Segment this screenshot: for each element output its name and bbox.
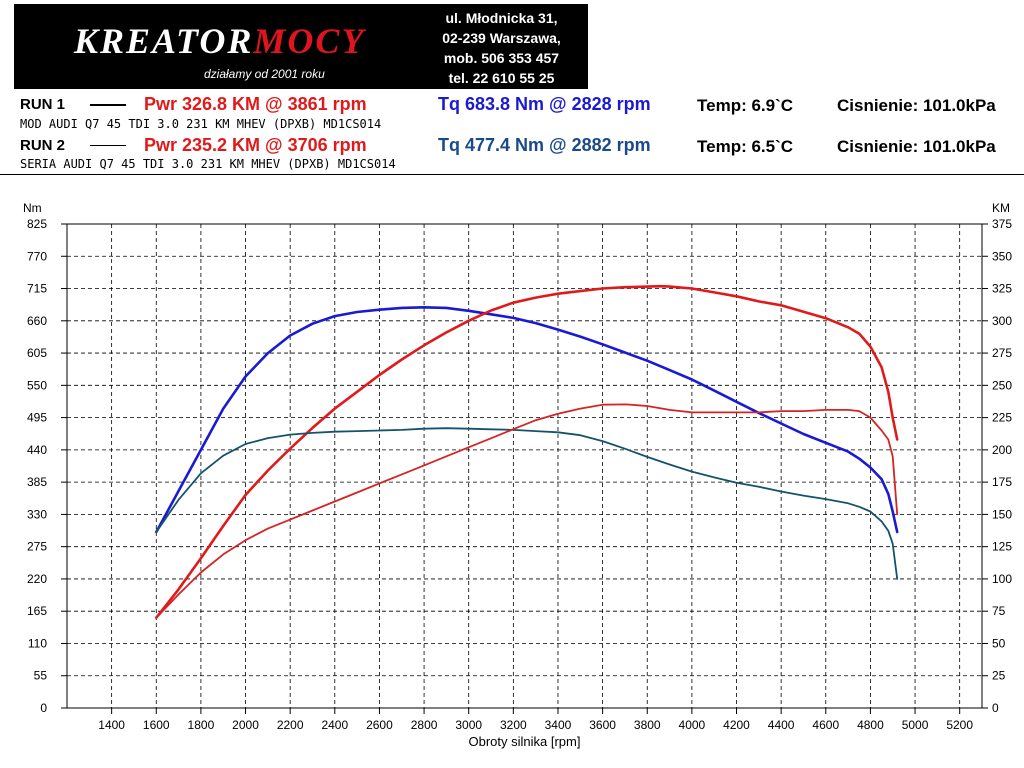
y-right-tick-label: 100: [992, 572, 1012, 586]
x-tick-label: 1800: [188, 718, 215, 732]
chart-series: [155, 284, 899, 620]
logo-tagline: działamy od 2001 roku: [204, 67, 325, 81]
y-right-tick-label: 225: [992, 411, 1012, 425]
y-left-tick-label: 55: [34, 669, 48, 683]
contact-address-city: 02-239 Warszawa,: [442, 30, 561, 46]
x-tick-label: 3000: [455, 718, 482, 732]
x-tick-label: 3600: [589, 718, 616, 732]
y-left-tick-label: 0: [40, 701, 47, 715]
run2-label: RUN 2: [20, 137, 66, 154]
run2-power-peak: Pwr 235.2 KM @ 3706 rpm: [144, 135, 367, 155]
x-tick-label: 4800: [857, 718, 884, 732]
y-right-tick-label: 50: [992, 636, 1006, 650]
x-tick-label: 1400: [98, 718, 125, 732]
y-left-tick-label: 220: [27, 572, 47, 586]
contact-block: ul. Młodnicka 31, 02-239 Warszawa, mob. …: [419, 8, 584, 88]
x-tick-label: 2600: [366, 718, 393, 732]
run2-torque-peak: Tq 477.4 Nm @ 2882 rpm: [438, 135, 651, 155]
y-left-tick-label: 110: [28, 636, 47, 650]
x-tick-label: 2400: [321, 718, 348, 732]
x-tick-label: 4000: [679, 718, 706, 732]
y-right-tick-label: 175: [992, 475, 1012, 489]
run1-description: MOD AUDI Q7 45 TDI 3.0 231 KM MHEV (DPXB…: [20, 117, 382, 131]
x-tick-label: 3200: [500, 718, 527, 732]
x-tick-label: 2200: [277, 718, 304, 732]
y-left-tick-label: 385: [27, 475, 47, 489]
y-right-tick-label: 0: [992, 701, 999, 715]
y-right-tick-label: 325: [992, 282, 1012, 296]
y-left-tick-label: 495: [27, 411, 47, 425]
x-tick-label: 2000: [232, 718, 259, 732]
y-left-tick-label: 825: [27, 217, 47, 231]
x-tick-label: 1600: [143, 718, 170, 732]
y-right-tick-label: 300: [992, 314, 1012, 328]
x-tick-label: 5000: [902, 718, 929, 732]
x-axis-title: Obroty silnika [rpm]: [469, 734, 581, 749]
x-tick-label: 4200: [723, 718, 750, 732]
run2-legend-line: [90, 145, 126, 146]
run1-temperature: Temp: 6.9`C: [697, 96, 794, 115]
chart-grid: [67, 224, 982, 708]
run2-temperature: Temp: 6.5`C: [697, 137, 794, 156]
plot-frame: [66, 223, 983, 709]
run2-pressure: Cisnienie: 101.0kPa: [837, 137, 996, 156]
y-left-tick-label: 440: [27, 443, 47, 457]
y-right-tick-label: 375: [992, 217, 1012, 231]
y-left-tick-label: 605: [27, 346, 47, 360]
y-left-axis-title: Nm: [23, 201, 42, 215]
logo-name-red: MOCY: [253, 21, 366, 61]
run1-pressure: Cisnienie: 101.0kPa: [837, 96, 996, 115]
company-logo: KREATORMOCY działamy od 2001 roku ul. Mł…: [14, 4, 588, 89]
run1-label: RUN 1: [20, 96, 66, 113]
y-right-tick-label: 125: [992, 540, 1012, 554]
y-left-tick-label: 770: [27, 249, 47, 263]
y-left-tick-label: 330: [27, 507, 47, 521]
header-divider: [0, 174, 1024, 175]
y-right-tick-label: 275: [992, 346, 1012, 360]
y-right-tick-label: 200: [992, 443, 1012, 457]
x-tick-label: 4600: [812, 718, 839, 732]
run1-torque-line: [155, 306, 899, 534]
run1-power-line: [155, 284, 899, 620]
y-left-tick-label: 275: [27, 540, 47, 554]
y-left-tick-label: 550: [27, 378, 47, 392]
chart-labels: 1400 1600 1800 2000 2200 2400 2600 2800 3000 3200…: [23, 201, 1012, 749]
run1-legend-line: [90, 104, 126, 106]
logo-name-white: KREATOR: [74, 21, 254, 61]
x-tick-label: 5200: [946, 718, 973, 732]
contact-phone: tel. 22 610 55 25: [448, 70, 555, 86]
x-tick-label: 3400: [545, 718, 572, 732]
contact-mobile: mob. 506 353 457: [443, 50, 560, 66]
y-right-tick-label: 250: [992, 378, 1012, 392]
y-right-tick-label: 75: [992, 604, 1006, 618]
y-right-tick-label: 350: [992, 249, 1012, 263]
x-tick-label: 2800: [411, 718, 438, 732]
run1-torque-peak: Tq 683.8 Nm @ 2828 rpm: [438, 94, 651, 114]
x-tick-label: 4400: [768, 718, 795, 732]
y-left-tick-label: 715: [27, 282, 47, 296]
run2-torque-line: [155, 427, 899, 580]
y-left-tick-label: 660: [27, 314, 47, 328]
run1-power-peak: Pwr 326.8 KM @ 3861 rpm: [144, 94, 367, 114]
contact-address-street: ul. Młodnicka 31,: [445, 10, 558, 26]
logo-wordmark: KREATORMOCY: [74, 20, 365, 62]
run2-power-line: [155, 403, 899, 619]
x-tick-label: 3800: [634, 718, 661, 732]
y-right-axis-title: KM: [992, 201, 1010, 215]
dyno-chart: 1400 1600 1800 2000 2200 2400 2600 2800 3000 3200…: [23, 201, 1012, 749]
y-left-tick-label: 165: [27, 604, 47, 618]
chart-axes: [61, 223, 988, 714]
y-right-tick-label: 150: [992, 507, 1012, 521]
y-right-tick-label: 25: [992, 669, 1006, 683]
run2-description: SERIA AUDI Q7 45 TDI 3.0 231 KM MHEV (DP…: [20, 157, 396, 171]
